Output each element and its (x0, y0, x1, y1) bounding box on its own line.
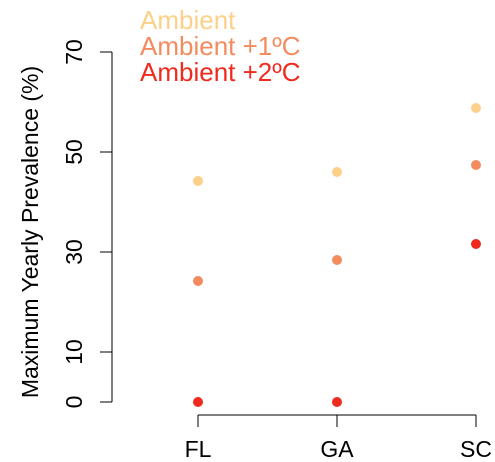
legend-entry: Ambient +1ºC (140, 31, 301, 61)
point (471, 239, 481, 249)
point (471, 160, 481, 170)
point (193, 276, 203, 286)
point (332, 167, 342, 177)
legend-entry: Ambient (140, 5, 236, 35)
y-tick-label: 30 (61, 239, 87, 265)
point (471, 103, 481, 113)
x-tick-label: FL (185, 436, 212, 462)
point (193, 176, 203, 186)
legend-entry: Ambient +2ºC (140, 57, 301, 87)
x-tick-label: SC (460, 436, 492, 462)
point (332, 255, 342, 265)
x-tick-label: GA (320, 436, 354, 462)
point (332, 397, 342, 407)
y-tick-label: 50 (61, 139, 87, 165)
point (193, 397, 203, 407)
y-tick-label: 0 (61, 396, 87, 409)
y-tick-label: 70 (61, 39, 87, 65)
y-tick-label: 10 (61, 339, 87, 365)
y-axis-title: Maximum Yearly Prevalence (%) (17, 66, 43, 398)
